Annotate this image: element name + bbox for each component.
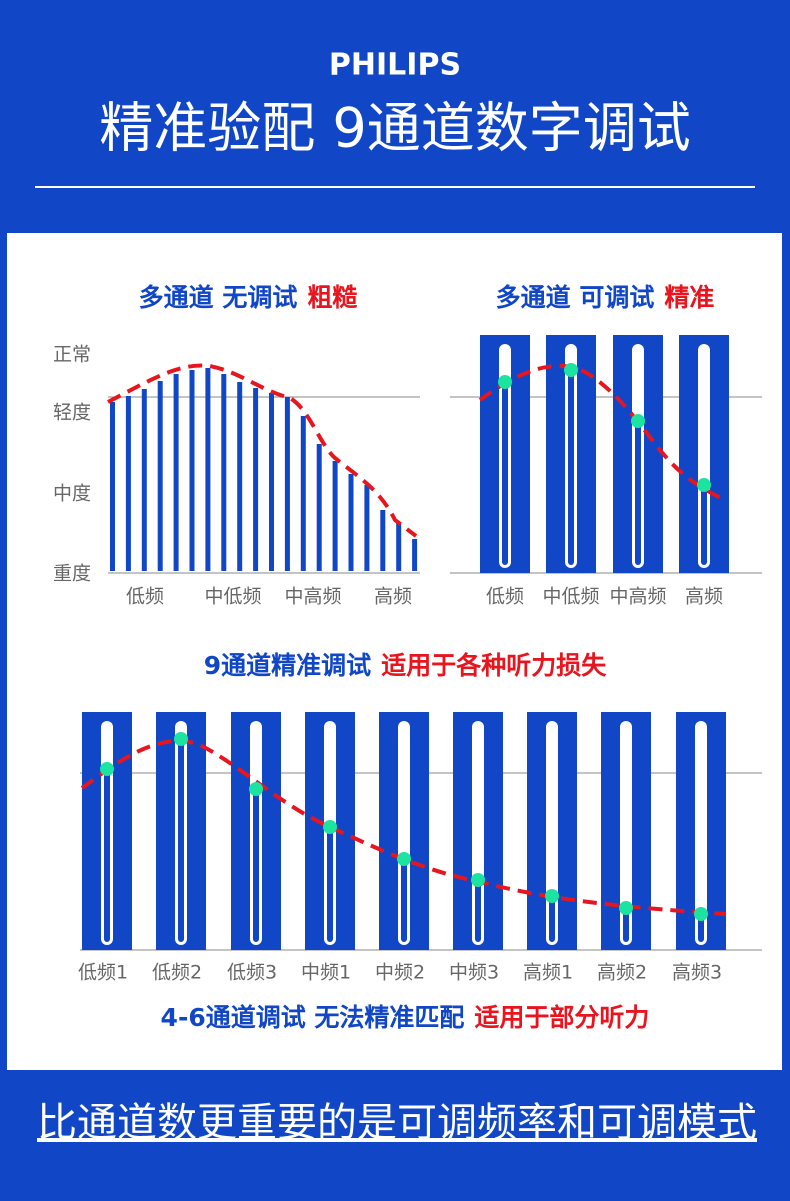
x-label: 中频3 [449,962,499,984]
x-label: 低频 [126,586,164,608]
knob [174,732,188,746]
slider-fill [502,382,508,565]
note: 4-6通道调试 无法精准匹配 适用于部分听力 [161,1003,650,1032]
x-label: 高频1 [523,962,573,984]
nine-title-text: 9通道精准调试 [204,651,371,680]
x-label: 中频1 [301,962,351,984]
bar [316,444,322,571]
x-label: 低频2 [152,962,202,984]
curve [107,363,418,538]
knob [631,414,645,428]
curve [478,363,726,502]
x-label: 低频1 [78,962,128,984]
right-title-text: 多通道 可调试 [496,283,655,312]
bar [110,402,115,571]
bar [396,522,402,571]
slider-track [695,721,707,945]
bar [253,388,259,571]
slider-fill [549,896,555,942]
y-label: 重度 [53,563,91,585]
y-label: 正常 [53,344,91,366]
x-label: 高频 [374,586,412,608]
knob [100,762,114,776]
knob [397,852,411,866]
knob [545,889,559,903]
bar [269,393,274,571]
left-title: 多通道 无调试 粗糙 [139,283,358,312]
bar [284,397,290,571]
nine-title: 9通道精准调试 适用于各种听力损失 [204,651,607,680]
knob [249,782,263,796]
footer: 比通道数更重要的是可调频率和可调模式 [37,1100,757,1146]
x-label: 高频 [685,586,723,608]
slider-fill [701,485,707,565]
y-label: 中度 [53,483,91,505]
y-label: 轻度 [53,402,91,424]
knob [619,901,633,915]
x-label: 低频3 [227,962,277,984]
slider-fill [623,908,629,942]
curve [80,739,727,916]
bar [412,539,418,571]
knob [471,873,485,887]
bar [380,510,386,571]
title: 精准验配 9通道数字调试 [99,97,691,160]
x-label: 高频2 [597,962,647,984]
bar [141,389,147,571]
slider-track [546,721,558,945]
note-text: 4-6通道调试 无法精准匹配 [161,1003,465,1032]
brand: PHILIPS [329,48,461,83]
bar [189,370,195,571]
graphics [80,335,762,951]
bar [205,368,211,571]
slider-fill [253,789,259,942]
x-label: 中低频 [204,586,261,608]
slider-fill [401,859,407,942]
bar [300,416,306,571]
x-label: 中频2 [375,962,425,984]
slider-fill [635,421,641,565]
knob [694,907,708,921]
slider-fill [698,914,704,942]
right-title: 多通道 可调试 精准 [496,283,715,312]
bar [237,382,243,571]
x-label: 中高频 [284,586,341,608]
knob [323,820,337,834]
bar [364,485,370,571]
bar [157,381,163,571]
right-title-tag: 精准 [664,283,714,312]
x-label: 中低频 [542,586,599,608]
bar [173,374,179,571]
left-title-tag: 粗糙 [307,283,357,312]
bar [221,374,227,571]
x-label: 高频3 [672,962,722,984]
x-label: 中高频 [609,586,666,608]
bar [125,396,131,571]
nine-title-tag: 适用于各种听力损失 [381,651,607,680]
bar [348,474,354,571]
left-title-text: 多通道 无调试 [139,283,298,312]
knob [564,363,578,377]
note-tag: 适用于部分听力 [474,1003,649,1032]
knob [697,478,711,492]
slider-track [620,721,632,945]
knob [498,375,512,389]
slider-fill [475,880,481,942]
x-label: 低频 [486,586,524,608]
slider-fill [104,769,110,942]
bar [332,461,338,571]
slider-fill [568,370,574,565]
slider-fill [327,827,333,942]
slider-fill [178,739,184,942]
